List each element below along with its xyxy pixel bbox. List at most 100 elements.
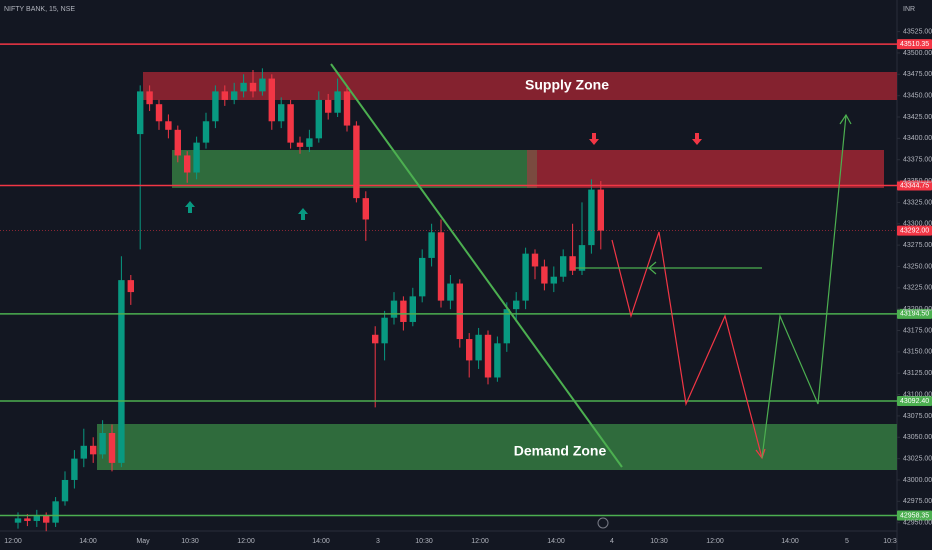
candle-body <box>541 266 548 284</box>
candle-body <box>90 445 97 455</box>
y-tick-label: 43350.00 <box>903 178 932 185</box>
arrow-head <box>839 113 852 125</box>
candle-body <box>343 91 351 126</box>
level-tag <box>897 510 932 521</box>
candle-body <box>287 104 294 143</box>
red-box <box>537 150 884 188</box>
candle-body <box>484 334 492 378</box>
candle-body <box>268 78 275 122</box>
candle-body <box>315 99 322 139</box>
y-tick-label: 43225.00 <box>903 285 932 292</box>
candle-body <box>99 432 106 455</box>
y-tick-label: 43425.00 <box>903 114 932 121</box>
x-tick-label: 12:00 <box>4 538 22 545</box>
level-tag <box>897 180 932 191</box>
candle-body <box>155 104 163 122</box>
x-tick-label: 12:00 <box>471 538 489 545</box>
box-join <box>527 150 537 188</box>
y-tick-label: 43500.00 <box>903 50 932 57</box>
candle-body <box>221 91 228 100</box>
candle-body <box>240 82 247 92</box>
up-arrow <box>185 201 195 213</box>
candle-body <box>494 343 501 378</box>
x-tick-label: 3 <box>376 538 380 545</box>
candle-body <box>503 309 510 344</box>
candle-body <box>174 129 181 156</box>
candle-body <box>259 78 266 92</box>
y-tick-label: 43325.00 <box>903 199 932 206</box>
candle-body <box>231 91 238 100</box>
candle-body <box>165 121 172 130</box>
candle-body <box>212 91 219 122</box>
x-tick-label: 12:00 <box>237 538 255 545</box>
candle-body <box>381 317 388 344</box>
candle-body <box>409 296 416 322</box>
x-tick-label: 14:00 <box>547 538 565 545</box>
candle-body <box>372 334 379 344</box>
candle-body <box>362 198 369 220</box>
x-tick-label: 10:3 <box>883 538 897 545</box>
candle-body <box>33 515 40 521</box>
candle-body <box>278 104 285 122</box>
candle-body <box>569 256 576 271</box>
y-tick-label: 43525.00 <box>903 28 932 35</box>
candle-body <box>202 121 210 143</box>
candle-body <box>400 300 407 322</box>
level-tag <box>897 396 932 407</box>
y-tick-label: 43175.00 <box>903 327 932 334</box>
candle-body <box>456 283 463 340</box>
candle-body <box>118 280 125 463</box>
arrow-head <box>648 261 657 275</box>
candle-body <box>513 300 520 310</box>
level-label: 42958.35 <box>900 512 929 519</box>
y-tick-label: 43075.00 <box>903 413 932 420</box>
y-tick-label: 43275.00 <box>903 242 932 249</box>
candle-body <box>353 125 360 199</box>
candle-body <box>24 518 31 521</box>
y-tick-label: 43300.00 <box>903 221 932 228</box>
y-tick-label: 42975.00 <box>903 498 932 505</box>
candle-body <box>390 300 398 318</box>
candle-body <box>466 339 473 361</box>
y-tick-label: 42950.00 <box>903 520 932 527</box>
trend-line <box>330 63 623 468</box>
y-tick-label: 43450.00 <box>903 92 932 99</box>
candle-body <box>588 189 595 246</box>
demand-zone-label: Demand Zone <box>514 443 607 459</box>
level-tag <box>897 39 932 50</box>
flash-icon <box>597 517 609 529</box>
currency: INR <box>903 6 915 13</box>
candle-body <box>437 232 445 301</box>
candle-body <box>14 518 22 523</box>
candle-body <box>597 189 604 231</box>
candle-body <box>306 138 313 147</box>
candle-body <box>550 276 557 284</box>
y-tick-label: 43050.00 <box>903 434 932 441</box>
y-tick-label: 43475.00 <box>903 71 932 78</box>
candle-body <box>71 458 78 480</box>
candle-body <box>184 155 191 173</box>
candle-body <box>419 257 426 297</box>
level-label: 43292.00 <box>900 227 929 234</box>
candle-body <box>80 445 87 459</box>
x-tick-label: 10:30 <box>415 538 433 545</box>
level-label: 43344.75 <box>900 182 929 189</box>
x-tick-label: 10:30 <box>650 538 668 545</box>
candle-body <box>522 253 529 301</box>
y-tick-label: 43200.00 <box>903 306 932 313</box>
candle-body <box>249 82 257 92</box>
candle-body <box>108 432 116 463</box>
candle-body <box>334 91 341 113</box>
down-arrow <box>692 133 702 145</box>
candle-body <box>52 501 59 523</box>
projection-up <box>761 114 847 459</box>
candle-body <box>560 256 567 277</box>
candle-body <box>428 232 435 258</box>
level-tag <box>897 225 932 236</box>
level-label: 43092.40 <box>900 398 929 405</box>
candle-body <box>127 280 134 293</box>
level-label: 43510.35 <box>900 41 929 48</box>
up-arrow <box>298 208 308 220</box>
level-tag <box>897 308 932 319</box>
